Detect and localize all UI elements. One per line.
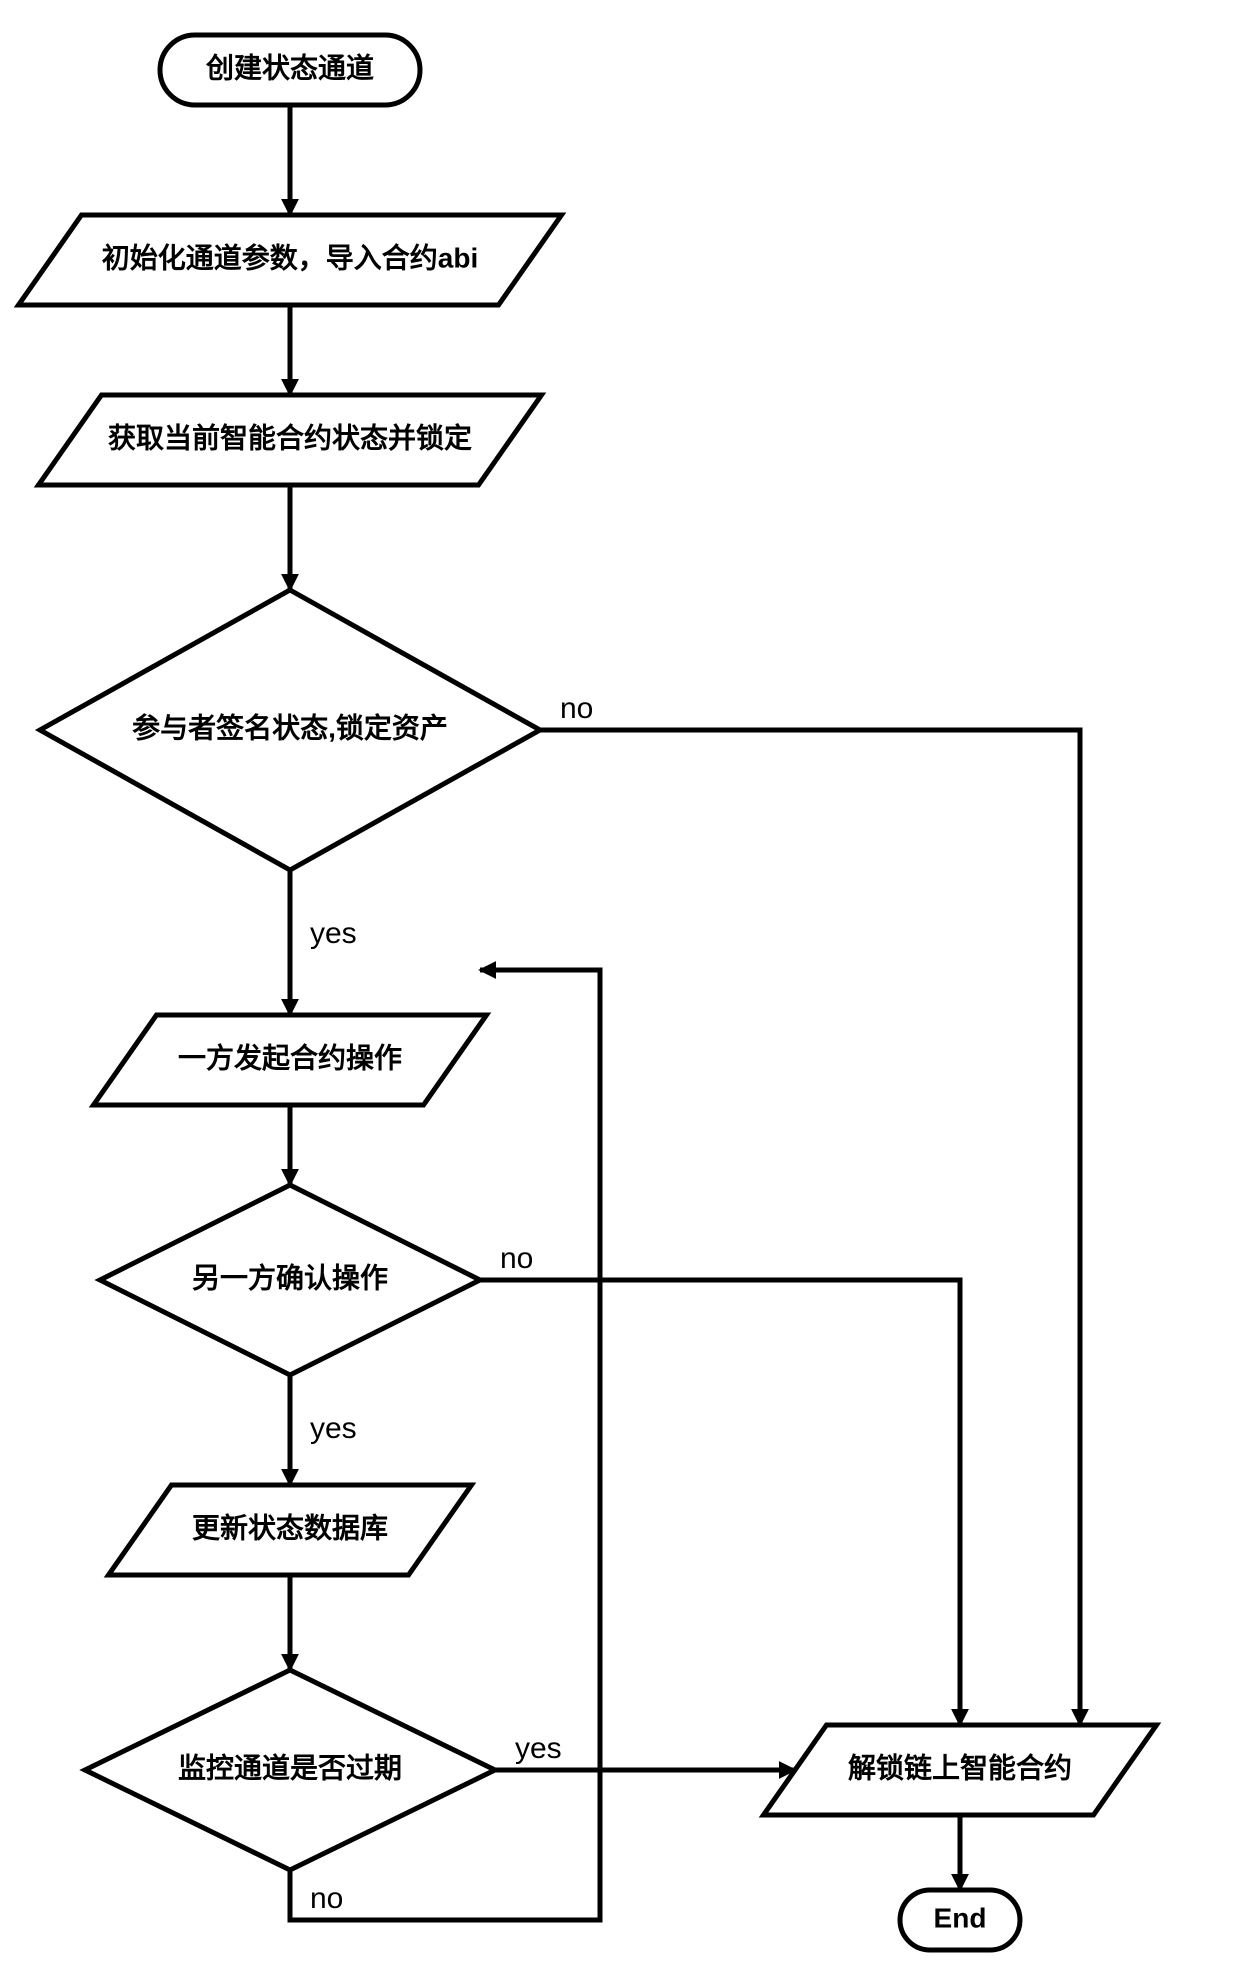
edge-6	[480, 1280, 960, 1725]
edge-label-3: no	[560, 692, 593, 725]
label-confirm: 另一方确认操作	[192, 1261, 388, 1293]
flowchart-canvas: 创建状态通道初始化通道参数，导入合约abi 获取当前智能合约状态并锁定参与者签名状…	[0, 0, 1240, 1976]
edge-label-7: yes	[310, 1412, 357, 1445]
edge-3	[540, 730, 1080, 1725]
label-monitor: 监控通道是否过期	[178, 1751, 402, 1783]
label-start: 创建状态通道	[205, 51, 374, 83]
label-end: End	[934, 1902, 987, 1933]
edge-label-4: yes	[310, 917, 357, 950]
label-initop: 一方发起合约操作	[178, 1041, 402, 1073]
label-sign: 参与者签名状态,锁定资产	[132, 711, 448, 743]
edge-label-6: no	[500, 1242, 533, 1275]
label-unlock: 解锁链上智能合约	[848, 1751, 1072, 1783]
label-getlock: 获取当前智能合约状态并锁定	[108, 421, 472, 453]
label-init: 初始化通道参数，导入合约abi	[102, 241, 478, 273]
edge-label-10: no	[310, 1882, 343, 1915]
label-update: 更新状态数据库	[192, 1512, 388, 1543]
edge-label-9: yes	[515, 1732, 562, 1765]
